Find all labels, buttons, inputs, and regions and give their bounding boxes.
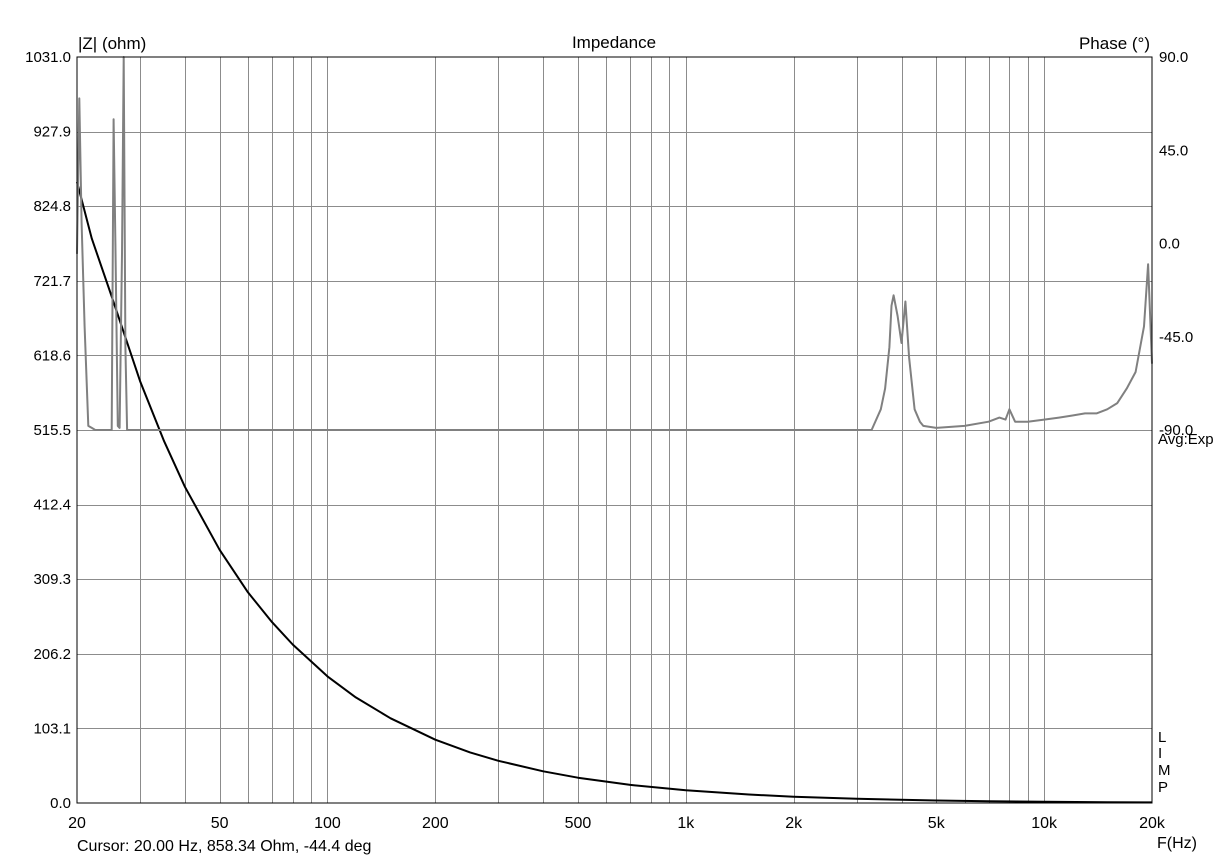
x-axis-label: F(Hz): [1157, 835, 1197, 852]
limp-letter-m: M: [1158, 762, 1171, 779]
y-tick-label-left: 309.3: [33, 571, 71, 588]
impedance-curve: [76, 181, 1153, 804]
x-tick-label: 500: [565, 815, 592, 832]
y-tick-label-left: 721.7: [33, 273, 71, 290]
y-tick-label-left: 412.4: [33, 497, 71, 514]
x-tick-label: 10k: [1031, 815, 1058, 832]
y-axis-left: 0.0 103.1 206.2 309.3 412.4 515.5 618.6 721.7 82…: [25, 49, 71, 812]
x-tick-label: 200: [422, 815, 449, 832]
x-axis: 20 50 100 200 500 1k 2k 5k 10k 20k: [68, 815, 1166, 832]
y-tick-label-right: -45.0: [1159, 329, 1193, 346]
y-axis-right: 90.0 45.0 0.0 -45.0 -90.0: [1159, 49, 1193, 439]
y-tick-label-right: -90.0: [1159, 422, 1193, 439]
x-tick-label: 50: [211, 815, 229, 832]
x-tick-label: 2k: [785, 815, 803, 832]
cursor-readout: Cursor: 20.00 Hz, 858.34 Ohm, -44.4 deg: [77, 838, 371, 855]
y-tick-label-right: 45.0: [1159, 142, 1188, 159]
phase-curve: [76, 56, 1153, 431]
averaging-annotation: Avg:Exp: [1158, 431, 1214, 448]
y-tick-label-left: 206.2: [33, 646, 71, 663]
x-tick-label: 20: [68, 815, 86, 832]
x-tick-label: 20k: [1139, 815, 1166, 832]
y-tick-label-left: 0.0: [50, 795, 71, 812]
y-tick-label-left: 927.9: [33, 124, 71, 141]
limp-letter-i: I: [1158, 745, 1162, 762]
y-tick-label-right: 90.0: [1159, 49, 1188, 66]
x-tick-label: 5k: [928, 815, 946, 832]
limp-letter-p: P: [1158, 779, 1168, 796]
y-tick-label-left: 1031.0: [25, 49, 71, 66]
y-tick-label-left: 824.8: [33, 198, 71, 215]
plot-frame: [76, 56, 1153, 804]
x-tick-label: 100: [314, 815, 341, 832]
limp-letter-l: L: [1158, 729, 1166, 746]
y-axis-right-label: Phase (°): [1079, 34, 1150, 53]
chart-title: Impedance: [572, 33, 656, 52]
y-tick-label-left: 618.6: [33, 347, 71, 364]
y-tick-label-left: 515.5: [33, 422, 71, 439]
series-layer: [76, 56, 1153, 804]
y-tick-label-left: 103.1: [33, 720, 71, 737]
x-tick-label: 1k: [677, 815, 695, 832]
y-tick-label-right: 0.0: [1159, 236, 1180, 253]
y-axis-left-label: |Z| (ohm): [78, 34, 146, 53]
